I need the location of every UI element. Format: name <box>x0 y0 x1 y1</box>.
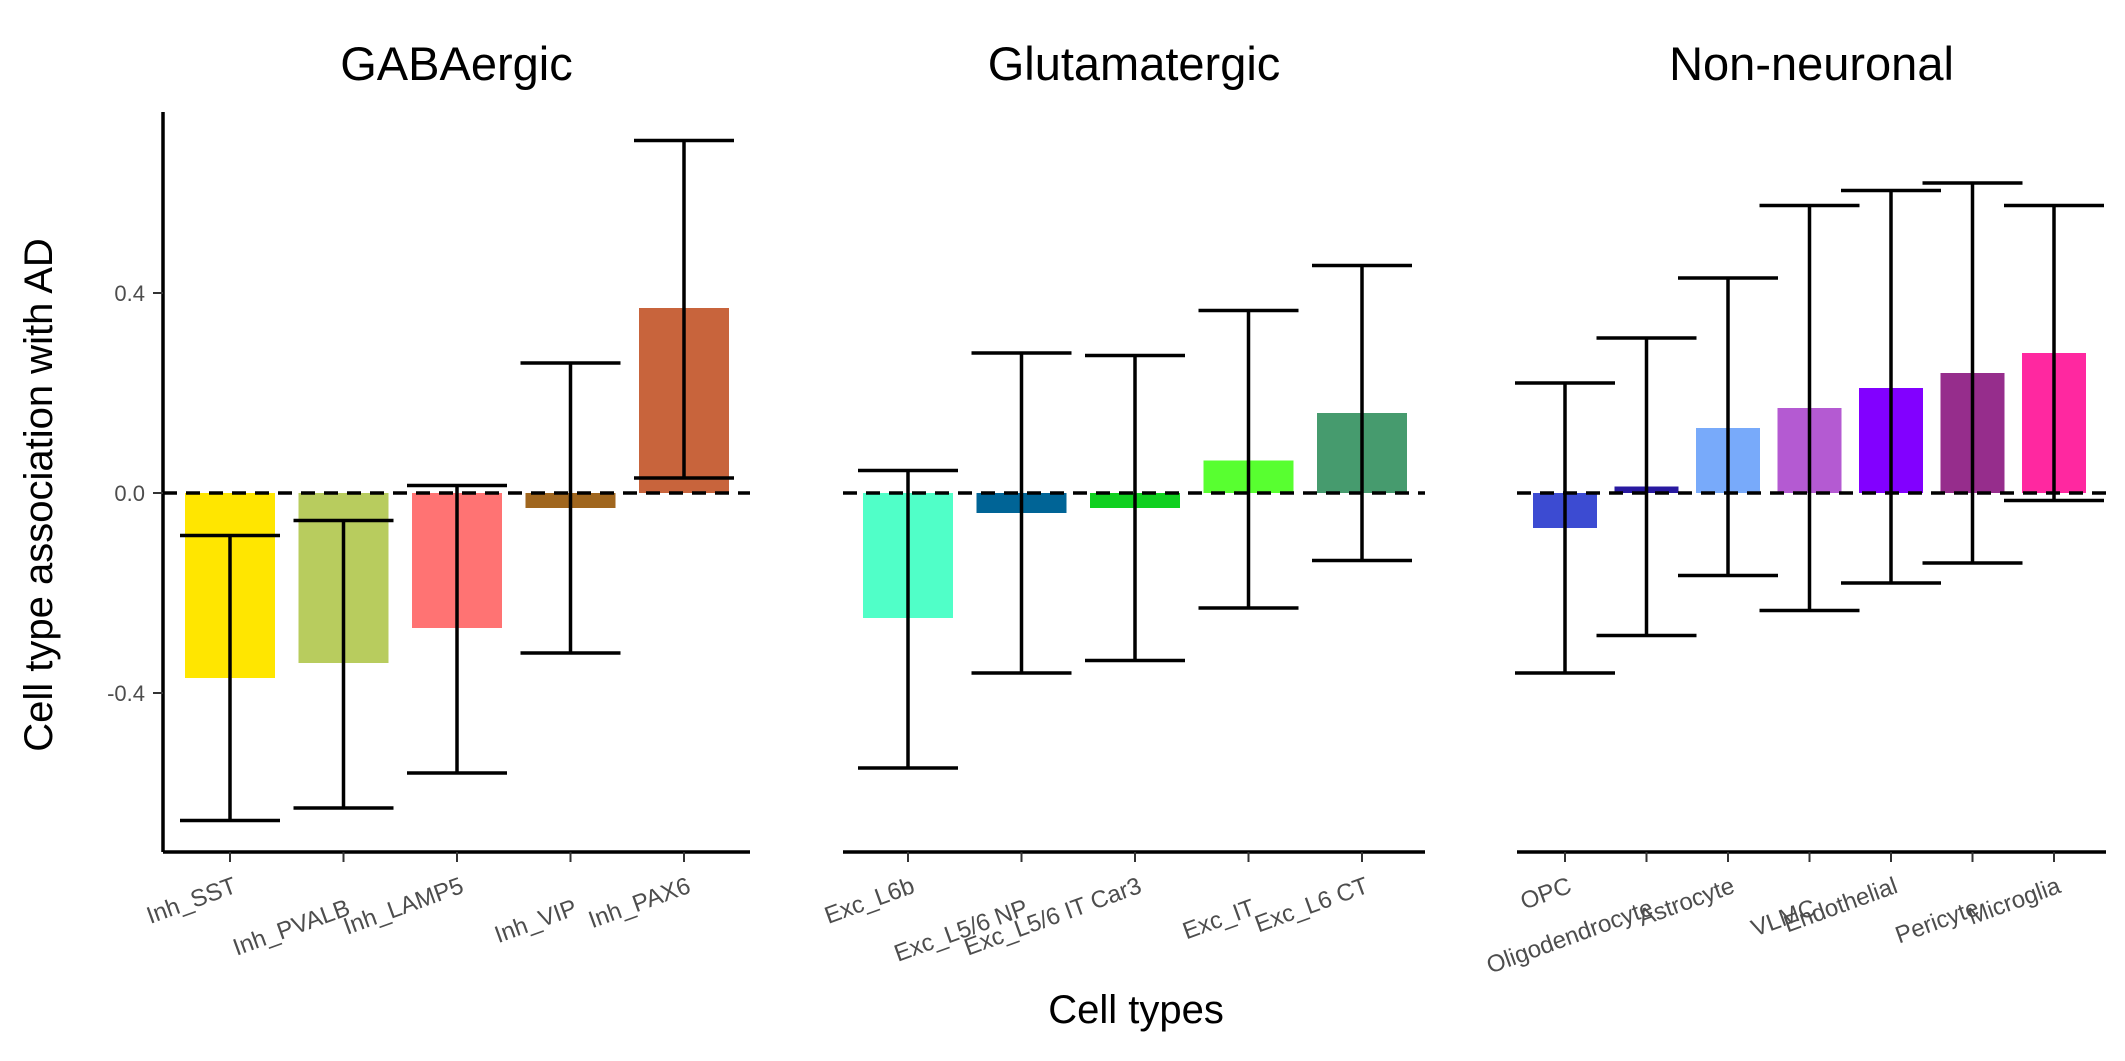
y-tick-label: 0.0 <box>114 481 145 506</box>
y-tick-label: -0.4 <box>107 681 145 706</box>
x-tick-label: Inh_SST <box>143 872 240 929</box>
x-axis-title: Cell types <box>1048 988 1224 1032</box>
x-tick-label: Inh_PAX6 <box>585 872 694 934</box>
x-tick-label: Exc_L6 CT <box>1251 872 1372 938</box>
x-tick-label: Oligodendrocyte <box>1483 894 1656 979</box>
facet-title: GABAergic <box>340 37 572 90</box>
x-tick-label: Inh_LAMP5 <box>340 872 467 940</box>
x-tick-label: Inh_VIP <box>491 894 580 949</box>
x-tick-label: Microglia <box>1965 872 2065 930</box>
x-tick-label: Inh_PVALB <box>229 894 353 961</box>
y-tick-label: 0.4 <box>114 281 145 306</box>
x-tick-label: OPC <box>1517 872 1575 915</box>
x-tick-label: Exc_IT <box>1179 894 1259 945</box>
y-axis-title: Cell type association with AD <box>17 238 61 752</box>
x-tick-label: Exc_L6b <box>821 872 918 929</box>
facet-title: Non-neuronal <box>1669 37 1954 90</box>
x-tick-label: Astrocyte <box>1635 872 1738 932</box>
x-tick-label: Endothelial <box>1780 872 1901 938</box>
facet-title: Glutamatergic <box>988 37 1281 90</box>
